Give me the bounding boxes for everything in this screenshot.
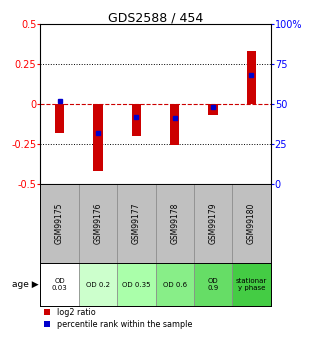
Bar — [194, 263, 232, 306]
Text: age ▶: age ▶ — [12, 280, 39, 289]
Bar — [156, 184, 194, 263]
Bar — [232, 184, 271, 263]
Text: GSM99178: GSM99178 — [170, 203, 179, 244]
Text: OD
0.03: OD 0.03 — [52, 278, 67, 291]
Text: GSM99176: GSM99176 — [94, 203, 102, 244]
Bar — [79, 263, 117, 306]
Title: GDS2588 / 454: GDS2588 / 454 — [108, 11, 203, 24]
Bar — [170, 104, 179, 145]
Text: OD 0.35: OD 0.35 — [122, 282, 151, 287]
Text: OD 0.6: OD 0.6 — [163, 282, 187, 287]
Bar — [40, 184, 79, 263]
Text: OD 0.2: OD 0.2 — [86, 282, 110, 287]
Text: OD
0.9: OD 0.9 — [207, 278, 219, 291]
Text: GSM99179: GSM99179 — [209, 203, 217, 244]
Bar — [117, 263, 156, 306]
Bar — [79, 184, 117, 263]
Bar — [156, 263, 194, 306]
Legend: log2 ratio, percentile rank within the sample: log2 ratio, percentile rank within the s… — [44, 308, 192, 328]
Bar — [93, 104, 103, 171]
Bar — [194, 184, 232, 263]
Bar — [55, 104, 64, 132]
Bar — [247, 51, 256, 104]
Bar — [40, 263, 79, 306]
Text: GSM99180: GSM99180 — [247, 203, 256, 244]
Text: GSM99175: GSM99175 — [55, 203, 64, 244]
Text: stationar
y phase: stationar y phase — [236, 278, 267, 291]
Bar — [132, 104, 141, 136]
Bar — [208, 104, 218, 115]
Bar — [117, 184, 156, 263]
Bar — [232, 263, 271, 306]
Text: GSM99177: GSM99177 — [132, 203, 141, 244]
